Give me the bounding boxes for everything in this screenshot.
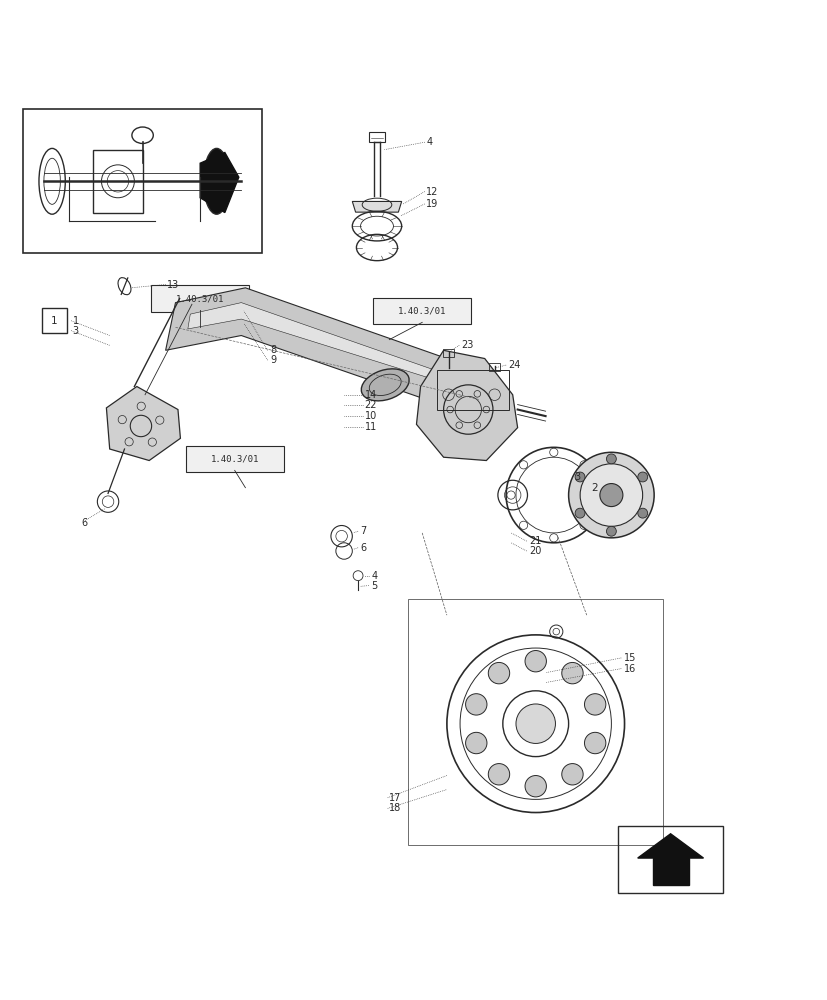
Bar [23, 109, 261, 253]
Ellipse shape [580, 464, 642, 526]
Text: 1.40.3/01: 1.40.3/01 [398, 306, 446, 315]
Polygon shape [107, 387, 180, 461]
Text: 23: 23 [461, 340, 474, 350]
Text: 1: 1 [51, 316, 58, 326]
Circle shape [605, 526, 615, 536]
Circle shape [637, 472, 647, 482]
Text: 3: 3 [574, 472, 580, 482]
Bar [617, 826, 722, 893]
Circle shape [584, 732, 605, 754]
Text: 6: 6 [81, 518, 87, 528]
Circle shape [575, 508, 584, 518]
Text: 12: 12 [426, 187, 438, 197]
Circle shape [605, 454, 615, 464]
Bar [652, 858, 688, 885]
Text: 3: 3 [73, 326, 79, 336]
Circle shape [524, 651, 546, 672]
Bar [408, 599, 662, 845]
FancyBboxPatch shape [185, 446, 284, 472]
Text: 5: 5 [370, 581, 377, 591]
Polygon shape [637, 834, 703, 858]
Circle shape [561, 764, 582, 785]
Bar [437, 370, 509, 410]
Circle shape [465, 694, 486, 715]
Text: 24: 24 [508, 360, 520, 370]
Text: 22: 22 [364, 400, 376, 410]
Circle shape [561, 662, 582, 684]
Polygon shape [416, 350, 517, 461]
Text: 4: 4 [370, 571, 377, 581]
Text: 16: 16 [623, 664, 635, 674]
Circle shape [524, 776, 546, 797]
Text: 18: 18 [389, 803, 401, 813]
Polygon shape [165, 288, 480, 410]
Bar [93, 150, 142, 213]
Text: 9: 9 [270, 355, 276, 365]
FancyBboxPatch shape [373, 298, 471, 324]
Text: 1.40.3/01: 1.40.3/01 [210, 454, 259, 463]
Circle shape [515, 704, 555, 743]
Ellipse shape [203, 148, 230, 214]
Text: 2: 2 [591, 483, 598, 493]
Text: 19: 19 [426, 199, 438, 209]
Text: 13: 13 [167, 280, 179, 290]
Text: 15: 15 [623, 653, 635, 663]
Ellipse shape [361, 369, 409, 401]
Text: 17: 17 [389, 793, 401, 803]
Text: 1: 1 [73, 316, 79, 326]
Text: 21: 21 [528, 536, 541, 546]
Text: 11: 11 [364, 422, 376, 432]
Text: 1.40.3/01: 1.40.3/01 [176, 294, 224, 303]
Polygon shape [188, 303, 461, 388]
Text: 4: 4 [426, 137, 432, 147]
Polygon shape [352, 201, 401, 212]
Bar [488, 363, 500, 371]
Ellipse shape [568, 452, 653, 538]
Circle shape [575, 472, 584, 482]
Circle shape [488, 662, 509, 684]
Polygon shape [200, 153, 238, 213]
Circle shape [637, 508, 647, 518]
FancyBboxPatch shape [151, 285, 249, 312]
Circle shape [584, 694, 605, 715]
Bar [42, 308, 67, 333]
Text: 8: 8 [270, 345, 276, 355]
Circle shape [599, 484, 622, 507]
Text: 7: 7 [360, 526, 366, 536]
Text: 6: 6 [360, 543, 366, 553]
Circle shape [465, 732, 486, 754]
Text: 10: 10 [364, 411, 376, 421]
Ellipse shape [208, 160, 225, 203]
Text: 20: 20 [528, 546, 541, 556]
Bar [582, 475, 606, 500]
Circle shape [488, 764, 509, 785]
Bar [442, 349, 454, 357]
Bar [368, 132, 385, 142]
Text: 14: 14 [364, 390, 376, 400]
